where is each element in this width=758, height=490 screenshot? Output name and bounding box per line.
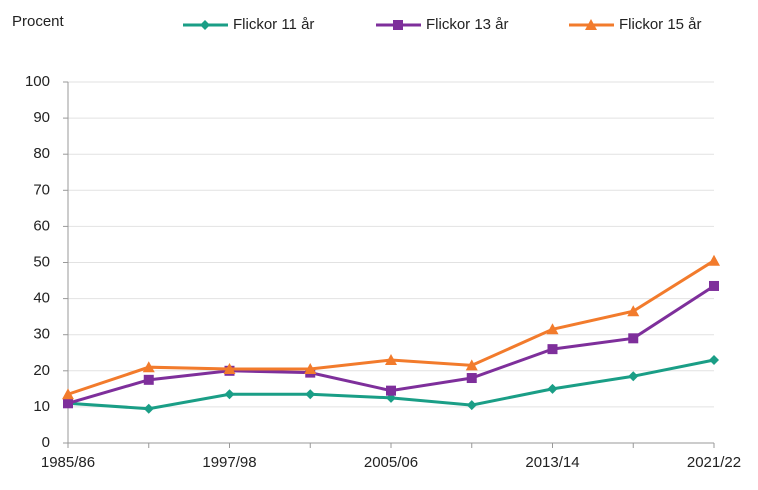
- marker: [466, 400, 477, 411]
- legend-label: Flickor 11 år: [233, 16, 314, 33]
- marker: [709, 354, 719, 365]
- marker: [223, 362, 236, 374]
- marker: [142, 361, 155, 373]
- marker: [466, 373, 477, 384]
- x-tick-label: 1985/86: [41, 454, 95, 471]
- marker: [385, 353, 397, 365]
- legend-marker: [200, 20, 210, 30]
- y-tick-label: 60: [33, 217, 50, 234]
- marker: [628, 371, 639, 382]
- marker: [709, 280, 719, 291]
- marker: [305, 389, 316, 400]
- marker: [143, 374, 154, 385]
- y-tick-label: 80: [33, 145, 50, 162]
- y-axis-label: Procent: [12, 13, 65, 30]
- y-tick-label: 40: [33, 290, 50, 307]
- y-tick-label: 20: [33, 362, 50, 379]
- marker: [547, 344, 558, 355]
- marker: [224, 389, 235, 400]
- y-tick-label: 70: [33, 181, 50, 198]
- legend-marker: [393, 20, 403, 30]
- y-tick-label: 0: [42, 434, 50, 451]
- y-tick-label: 30: [33, 326, 50, 343]
- marker: [386, 385, 396, 396]
- y-tick-label: 90: [33, 109, 50, 126]
- marker: [628, 333, 639, 344]
- x-tick-label: 2013/14: [525, 454, 579, 471]
- marker: [547, 383, 558, 394]
- legend-label: Flickor 13 år: [426, 16, 509, 33]
- y-tick-label: 50: [33, 253, 50, 270]
- y-tick-label: 10: [33, 398, 50, 415]
- marker: [465, 359, 478, 371]
- x-tick-label: 2021/22: [687, 454, 741, 471]
- marker: [63, 398, 73, 409]
- marker: [708, 254, 720, 266]
- x-tick-label: 1997/98: [202, 454, 256, 471]
- marker: [143, 403, 154, 414]
- legend-marker: [585, 19, 597, 30]
- marker: [546, 323, 559, 335]
- marker: [62, 388, 74, 400]
- legend-label: Flickor 15 år: [619, 16, 702, 33]
- marker: [304, 362, 317, 374]
- marker: [627, 305, 640, 317]
- y-tick-label: 100: [25, 73, 50, 90]
- x-tick-label: 2005/06: [364, 454, 418, 471]
- series-line: [67, 259, 715, 396]
